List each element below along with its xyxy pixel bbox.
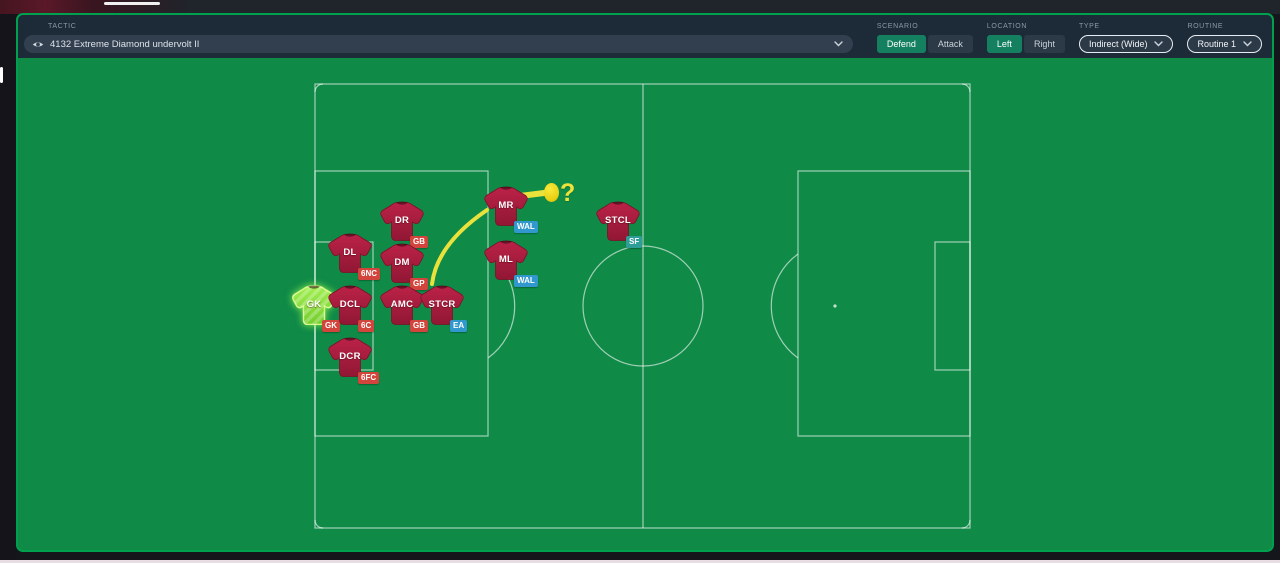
routine-dropdown[interactable]: Routine 1 bbox=[1187, 35, 1262, 53]
pitch-markings bbox=[314, 83, 971, 529]
tactic-group: TACTIC 4132 Extreme Diamond undervolt II bbox=[24, 15, 853, 53]
chevron-down-icon bbox=[1243, 41, 1252, 47]
eye-icon bbox=[32, 40, 44, 49]
player-instruction-badge: GB bbox=[410, 236, 428, 248]
player-dl[interactable]: DL 6NC bbox=[327, 233, 381, 280]
location-group: LOCATION Left Right bbox=[986, 15, 1065, 53]
toolbar: TACTIC 4132 Extreme Diamond undervolt II… bbox=[18, 15, 1272, 58]
ball-question-annotation: ? bbox=[560, 179, 576, 207]
pitch: MR WAL STCL SF DR GB DL 6NC ML WAL DM GP GK GK DCL 6C AM… bbox=[18, 58, 1272, 550]
player-position-label: DM bbox=[394, 257, 410, 268]
location-right-button[interactable]: Right bbox=[1023, 35, 1065, 53]
player-position-label: STCL bbox=[604, 215, 631, 226]
tactic-value: 4132 Extreme Diamond undervolt II bbox=[50, 38, 200, 50]
player-gk[interactable]: GK GK bbox=[291, 285, 340, 332]
chevron-down-icon bbox=[1154, 41, 1164, 47]
player-instruction-badge: EA bbox=[450, 320, 468, 332]
player-position-label: GK bbox=[306, 299, 322, 310]
scenario-label: SCENARIO bbox=[876, 23, 919, 30]
location-label: LOCATION bbox=[986, 23, 1027, 30]
player-position-label: ML bbox=[498, 254, 514, 265]
player-mr[interactable]: MR WAL bbox=[483, 186, 538, 233]
player-stcl[interactable]: STCL SF bbox=[595, 201, 643, 248]
penalty-spot-right bbox=[833, 304, 837, 308]
player-instruction-badge: WAL bbox=[514, 221, 538, 233]
location-left-button[interactable]: Left bbox=[986, 35, 1022, 53]
player-position-label: DR bbox=[394, 215, 410, 226]
player-position-label: DCR bbox=[339, 351, 361, 362]
player-instruction-badge: 6FC bbox=[358, 372, 380, 384]
player-stcr[interactable]: STCR EA bbox=[419, 285, 468, 332]
player-position-label: MR bbox=[498, 200, 514, 211]
player-instruction-badge: 6NC bbox=[358, 268, 381, 280]
player-amc[interactable]: AMC GB bbox=[379, 285, 428, 332]
player-ml[interactable]: ML WAL bbox=[483, 240, 538, 287]
player-instruction-badge: GP bbox=[410, 278, 428, 290]
player-position-label: DL bbox=[343, 247, 357, 258]
player-instruction-badge: GB bbox=[410, 320, 428, 332]
player-dcl[interactable]: DCL 6C bbox=[327, 285, 375, 332]
scenario-group: SCENARIO Defend Attack bbox=[876, 15, 973, 53]
active-tab-indicator[interactable] bbox=[104, 2, 160, 5]
player-instruction-badge: WAL bbox=[514, 275, 538, 287]
player-dcr[interactable]: DCR 6FC bbox=[327, 337, 380, 384]
player-position-label: AMC bbox=[390, 299, 414, 310]
type-value: Indirect (Wide) bbox=[1088, 39, 1148, 49]
tactic-dropdown[interactable]: 4132 Extreme Diamond undervolt II bbox=[24, 35, 853, 53]
routine-value: Routine 1 bbox=[1197, 39, 1236, 49]
routine-group: ROUTINE Routine 1 bbox=[1187, 15, 1262, 53]
scroll-indicator[interactable] bbox=[0, 67, 3, 83]
type-group: TYPE Indirect (Wide) bbox=[1078, 15, 1174, 53]
player-dm[interactable]: DM GP bbox=[379, 243, 428, 290]
bottom-window-edge bbox=[0, 560, 1280, 563]
routine-label: ROUTINE bbox=[1187, 23, 1224, 30]
player-instruction-badge: 6C bbox=[358, 320, 375, 332]
player-instruction-badge: SF bbox=[626, 236, 643, 248]
player-position-label: DCL bbox=[339, 299, 361, 310]
player-position-label: STCR bbox=[428, 299, 456, 310]
set-piece-creator-panel: TACTIC 4132 Extreme Diamond undervolt II… bbox=[16, 13, 1274, 552]
scenario-defend-button[interactable]: Defend bbox=[876, 35, 926, 53]
ball-marker[interactable] bbox=[543, 182, 559, 202]
tactic-label: TACTIC bbox=[48, 23, 77, 30]
left-edge-strip bbox=[0, 14, 16, 563]
player-instruction-badge: GK bbox=[322, 320, 340, 332]
chevron-down-icon bbox=[834, 41, 843, 47]
player-dr[interactable]: DR GB bbox=[379, 201, 428, 248]
window-titlebar bbox=[0, 0, 1280, 14]
scenario-attack-button[interactable]: Attack bbox=[927, 35, 973, 53]
type-dropdown[interactable]: Indirect (Wide) bbox=[1078, 35, 1174, 53]
type-label: TYPE bbox=[1078, 23, 1100, 30]
